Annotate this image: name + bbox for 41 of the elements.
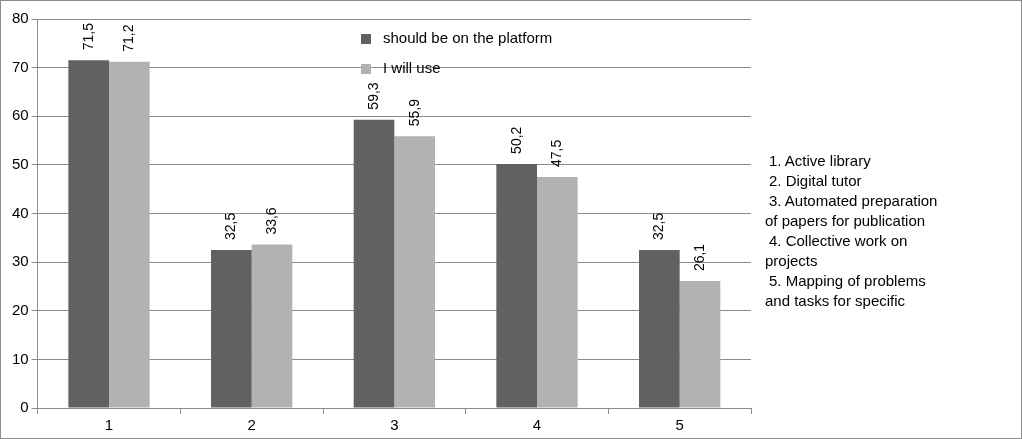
data-label: 50,2 xyxy=(507,126,524,154)
y-tick-label: 70 xyxy=(12,57,29,75)
data-label: 71,5 xyxy=(79,22,96,51)
bar xyxy=(109,61,150,408)
data-label: 32,5 xyxy=(222,212,239,240)
y-tick-label: 10 xyxy=(12,349,29,367)
bar xyxy=(353,119,395,408)
data-label: 33,6 xyxy=(262,207,279,235)
x-tick-label: 1 xyxy=(104,416,114,434)
bar xyxy=(251,244,293,408)
bar xyxy=(679,281,721,408)
data-label: 55,9 xyxy=(405,98,422,127)
data-label: 26,1 xyxy=(690,243,707,272)
text: 2. Digital tutor xyxy=(768,171,863,191)
data-label: 71,2 xyxy=(120,24,137,52)
text: 4. Collective work on projects xyxy=(765,231,909,271)
x-tick-label: 3 xyxy=(390,416,399,434)
bar xyxy=(639,249,680,408)
bar xyxy=(394,136,435,408)
bar xyxy=(211,249,252,408)
data-label: 47,5 xyxy=(548,139,565,168)
y-tick-label: 50 xyxy=(12,155,29,173)
bar xyxy=(68,60,110,408)
text: 3. Automated preparation of papers for publication xyxy=(765,191,939,231)
x-tick-label: 4 xyxy=(532,416,542,434)
y-tick-label: 30 xyxy=(12,252,29,270)
y-tick-label: 20 xyxy=(12,300,29,318)
bar xyxy=(537,177,578,408)
legend-label: should be on the platform xyxy=(383,29,553,47)
y-tick-label: 0 xyxy=(20,398,29,416)
data-label: 32,5 xyxy=(650,212,667,240)
y-tick-label: 80 xyxy=(12,9,29,27)
text: 1. Active library xyxy=(768,151,872,171)
legend-label: I will use xyxy=(383,59,441,77)
x-tick-label: 5 xyxy=(675,416,684,434)
data-label: 59,3 xyxy=(364,82,381,110)
x-tick-label: 2 xyxy=(247,416,256,434)
bar xyxy=(496,163,538,408)
text: 5. Mapping of problems and tasks for specific xyxy=(765,271,927,311)
y-tick-label: 60 xyxy=(12,106,29,124)
y-tick-label: 40 xyxy=(12,203,29,221)
